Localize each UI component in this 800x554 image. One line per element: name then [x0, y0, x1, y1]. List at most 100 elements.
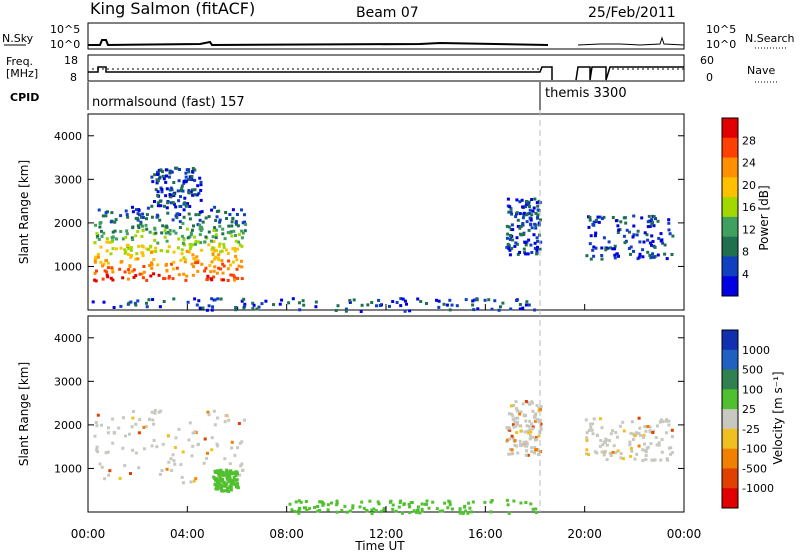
heatmap-cell — [220, 278, 224, 282]
heatmap-cell — [374, 509, 378, 513]
colorbar-tick-label: 1000 — [742, 344, 770, 357]
heatmap-cell — [207, 243, 211, 247]
colorbar-swatch — [722, 216, 738, 238]
heatmap-cell — [670, 435, 674, 439]
heatmap-cell — [234, 470, 238, 474]
heatmap-cell — [616, 435, 619, 439]
heatmap-cell — [121, 276, 125, 280]
heatmap-cell — [644, 458, 648, 461]
heatmap-cell — [511, 436, 515, 440]
heatmap-cell — [297, 511, 301, 515]
heatmap-cell — [177, 427, 181, 431]
y-tick-label: 2000 — [54, 419, 82, 432]
heatmap-cell — [193, 430, 197, 434]
heatmap-cell — [114, 237, 118, 241]
heatmap-cell — [532, 206, 536, 210]
heatmap-cell — [210, 308, 214, 312]
heatmap-cell — [156, 204, 160, 208]
heatmap-cell — [290, 508, 294, 512]
heatmap-cell — [600, 257, 604, 261]
heatmap-cell — [166, 201, 170, 205]
heatmap-cell — [527, 238, 531, 242]
heatmap-cell — [510, 223, 514, 227]
heatmap-cell — [124, 434, 127, 438]
heatmap-cell — [125, 232, 129, 236]
heatmap-cell — [219, 297, 223, 301]
heatmap-cell — [584, 418, 588, 422]
heatmap-cell — [604, 248, 608, 252]
heatmap-cell — [370, 508, 374, 512]
colorbar-tick-label: 500 — [742, 364, 763, 377]
heatmap-cell — [148, 264, 152, 267]
heatmap-cell — [233, 482, 237, 486]
heatmap-cell — [521, 402, 525, 406]
heatmap-cell — [345, 510, 349, 514]
heatmap-cell — [111, 417, 115, 421]
heatmap-cell — [195, 303, 199, 307]
heatmap-cell — [223, 420, 227, 424]
heatmap-cell — [217, 253, 221, 257]
heatmap-cell — [161, 170, 164, 174]
heatmap-cell — [642, 433, 646, 437]
heatmap-cell — [126, 243, 130, 247]
heatmap-cell — [195, 193, 199, 197]
heatmap-cell — [193, 188, 197, 192]
heatmap-cell — [510, 404, 513, 408]
heatmap-cell — [587, 225, 591, 229]
heatmap-cell — [95, 269, 98, 273]
heatmap-cell — [524, 414, 527, 418]
heatmap-cell — [157, 273, 161, 277]
heatmap-cell — [191, 444, 195, 448]
heatmap-cell — [160, 231, 164, 235]
heatmap-cell — [321, 503, 325, 507]
heatmap-cell — [179, 189, 183, 193]
heatmap-cell — [632, 224, 636, 228]
heatmap-cell — [619, 456, 623, 460]
heatmap-cell — [633, 457, 637, 461]
heatmap-cell — [243, 229, 247, 233]
heatmap-cell — [441, 509, 444, 513]
heatmap-cell — [196, 261, 200, 265]
heatmap-cell — [141, 212, 145, 216]
heatmap-cell — [668, 232, 672, 236]
colorbar-tick-label: 25 — [742, 403, 756, 416]
heatmap-cell — [98, 225, 102, 229]
heatmap-cell — [148, 230, 152, 234]
heatmap-cell — [650, 218, 654, 222]
heatmap-cell — [520, 198, 524, 202]
heatmap-cell — [518, 424, 522, 428]
heatmap-cell — [445, 303, 449, 307]
heatmap-cell — [172, 192, 176, 196]
heatmap-cell — [510, 448, 514, 452]
heatmap-cell — [207, 215, 211, 219]
colorbar-swatch — [722, 468, 738, 489]
heatmap-cell — [153, 173, 157, 177]
heatmap-cell — [539, 408, 542, 412]
heatmap-cell — [160, 469, 164, 472]
heatmap-cell — [235, 481, 239, 485]
heatmap-cell — [153, 200, 156, 203]
heatmap-cell — [134, 257, 138, 261]
heatmap-cell — [519, 225, 523, 228]
heatmap-cell — [118, 476, 122, 480]
heatmap-cell — [511, 418, 515, 422]
colorbar-swatch — [722, 236, 738, 257]
heatmap-cell — [227, 475, 231, 479]
heatmap-cell — [288, 502, 292, 506]
heatmap-cell — [511, 414, 515, 418]
heatmap-cell — [212, 257, 216, 261]
heatmap-cell — [170, 188, 174, 192]
heatmap-cell — [521, 205, 525, 209]
heatmap-cell — [639, 433, 642, 437]
heatmap-cell — [156, 173, 160, 176]
heatmap-cell — [188, 205, 192, 208]
heatmap-cell — [153, 238, 157, 242]
heatmap-cell — [515, 211, 519, 215]
heatmap-cell — [145, 213, 149, 217]
heatmap-cell — [160, 190, 164, 194]
heatmap-cell — [368, 499, 372, 503]
heatmap-cell — [539, 425, 543, 429]
heatmap-cell — [415, 510, 419, 514]
heatmap-cell — [108, 469, 112, 473]
date-title: 25/Feb/2011 — [588, 5, 676, 21]
